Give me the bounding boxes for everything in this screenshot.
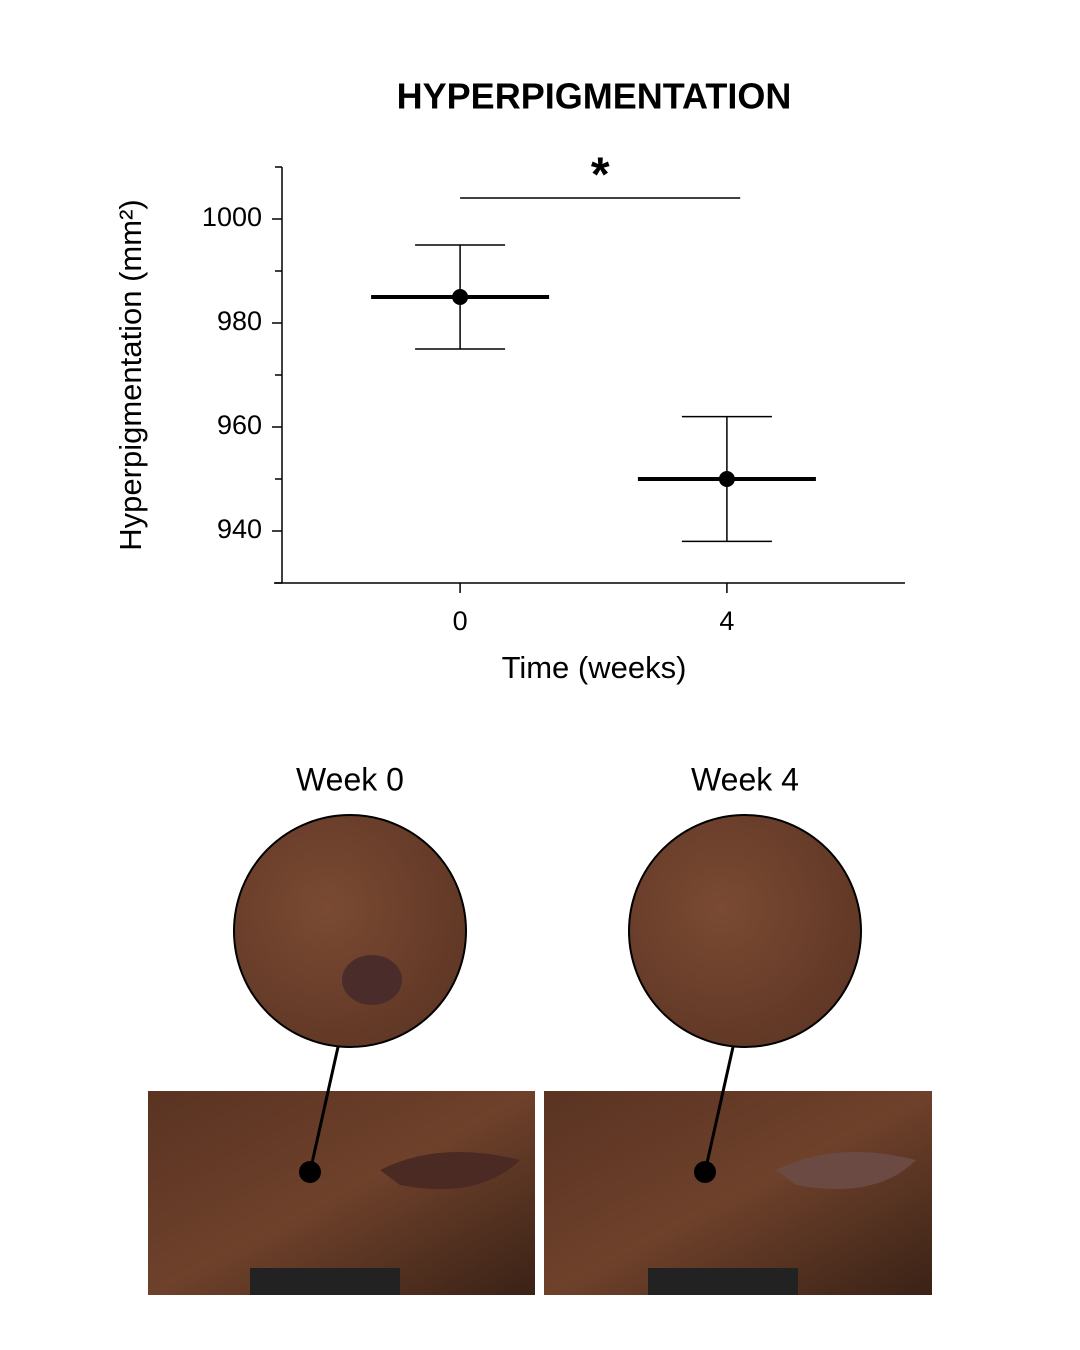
dark-spot — [342, 955, 402, 1005]
significance-star: * — [591, 149, 610, 202]
pointer-dot — [299, 1161, 321, 1183]
mean-point — [452, 289, 469, 305]
y-axis-label: Hyperpigmentation (mm²) — [113, 199, 148, 550]
face-photo — [544, 1091, 932, 1295]
plot-area: 940 960 980 1000 0 4 * — [202, 149, 905, 636]
zoom-circle — [233, 814, 467, 1048]
mean-point — [718, 471, 735, 487]
x-axis-label: Time (weeks) — [502, 650, 687, 685]
lips — [380, 1152, 520, 1190]
photo-label: Week 0 — [296, 761, 404, 797]
y-tick-label: 980 — [217, 306, 262, 336]
zoom-circle — [628, 814, 862, 1048]
y-tick-label: 1000 — [202, 202, 262, 232]
color-card — [648, 1268, 798, 1295]
photo-label: Week 4 — [691, 761, 799, 797]
lips — [776, 1152, 916, 1190]
color-card — [250, 1268, 400, 1295]
pointer-line — [703, 1046, 735, 1173]
photo-panels: Week 0 Week 4 — [148, 761, 932, 1295]
pointer-line — [308, 1046, 340, 1173]
chart-title: HYPERPIGMENTATION — [397, 76, 792, 117]
x-tick-label: 0 — [453, 606, 468, 636]
y-tick-label: 940 — [217, 514, 262, 544]
y-tick-label: 960 — [217, 410, 262, 440]
x-tick-label: 4 — [719, 606, 734, 636]
face-photo — [148, 1091, 535, 1295]
pointer-dot — [694, 1161, 716, 1183]
